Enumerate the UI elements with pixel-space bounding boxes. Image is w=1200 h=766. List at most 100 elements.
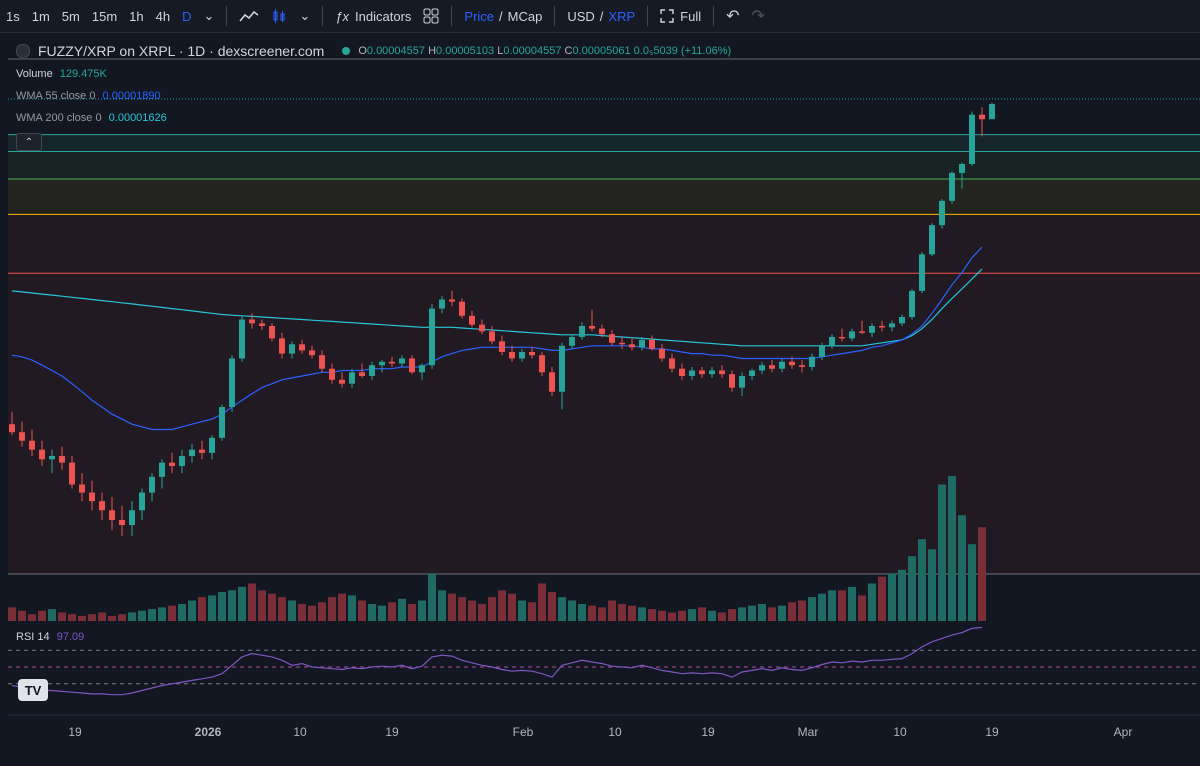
candles-icon[interactable] bbox=[265, 0, 293, 33]
volume-bar bbox=[538, 583, 546, 621]
volume-bar bbox=[738, 607, 746, 621]
collapse-legend-button[interactable]: ⌃ bbox=[16, 133, 42, 151]
volume-bar bbox=[118, 614, 126, 621]
mcap-option[interactable]: MCap bbox=[507, 8, 543, 24]
close-value: 0.00005061 bbox=[572, 45, 631, 57]
tradingview-logo[interactable]: TV bbox=[18, 679, 48, 701]
chart-area[interactable]: 19 2026 10 19 Feb 10 19 Mar 10 19 Apr FUZZY/XRP on… bbox=[0, 33, 1200, 761]
rsi-legend[interactable]: RSI 14 97.09 bbox=[16, 631, 84, 643]
chevron-down-icon[interactable]: ⌄ bbox=[203, 8, 215, 23]
divider bbox=[713, 6, 715, 26]
volume-bar bbox=[228, 590, 236, 621]
line-chart-icon[interactable] bbox=[233, 0, 265, 33]
interval-d[interactable]: D bbox=[182, 8, 192, 24]
volume-bar bbox=[708, 610, 716, 621]
usd-option[interactable]: USD bbox=[567, 8, 595, 24]
candle bbox=[169, 452, 175, 474]
candle bbox=[789, 356, 795, 369]
xrp-option[interactable]: XRP bbox=[608, 8, 636, 24]
interval-1s[interactable]: 1s bbox=[6, 8, 20, 24]
candle bbox=[229, 355, 235, 412]
fx-icon: ƒx bbox=[335, 8, 350, 24]
volume-bar bbox=[548, 592, 556, 621]
volume-bar bbox=[458, 597, 466, 621]
candle bbox=[29, 429, 35, 457]
candle bbox=[859, 320, 865, 335]
volume-bar bbox=[78, 615, 86, 621]
candle bbox=[299, 339, 305, 354]
candle bbox=[679, 363, 685, 380]
volume-bar bbox=[38, 610, 46, 621]
volume-bar bbox=[688, 609, 696, 621]
volume-bar bbox=[908, 556, 916, 621]
candle bbox=[349, 368, 355, 388]
candle bbox=[79, 473, 85, 502]
currency-toggle[interactable]: USD / XRP bbox=[561, 0, 641, 33]
volume-bar bbox=[438, 590, 446, 621]
candle bbox=[529, 347, 535, 359]
legend-title-row: FUZZY/XRP on XRPL · 1D · dexscreener.com… bbox=[16, 43, 731, 59]
candle bbox=[239, 315, 245, 362]
time-axis: 19 2026 10 19 Feb 10 19 Mar 10 19 Apr bbox=[68, 725, 1132, 739]
volume-bar bbox=[338, 593, 346, 621]
interval-5m[interactable]: 5m bbox=[61, 8, 80, 24]
volume-bar bbox=[808, 597, 816, 621]
candle bbox=[779, 358, 785, 373]
candle bbox=[359, 363, 365, 378]
volume-bar bbox=[108, 615, 116, 621]
candle bbox=[549, 366, 555, 396]
indicators-button[interactable]: ƒx Indicators bbox=[329, 0, 417, 33]
interval-1h[interactable]: 1h bbox=[129, 8, 144, 24]
volume-bar bbox=[958, 515, 966, 621]
candle bbox=[439, 296, 445, 314]
candle bbox=[309, 345, 315, 359]
candle bbox=[889, 320, 895, 332]
volume-bar bbox=[978, 527, 986, 621]
volume-legend[interactable]: Volume 129.475K bbox=[16, 68, 107, 80]
volume-bar bbox=[838, 590, 846, 621]
price-option[interactable]: Price bbox=[464, 8, 495, 24]
candle bbox=[819, 342, 825, 361]
chart-canvas[interactable]: 19 2026 10 19 Feb 10 19 Mar 10 19 Apr bbox=[0, 33, 1200, 761]
redo-icon[interactable]: ↷ bbox=[751, 8, 765, 25]
volume-bars bbox=[8, 476, 986, 621]
wma200-legend[interactable]: WMA 200 close 0 0.00001626 bbox=[16, 112, 167, 124]
candle bbox=[159, 459, 165, 489]
volume-bar bbox=[868, 583, 876, 621]
volume-bar bbox=[158, 607, 166, 621]
volume-bar bbox=[238, 586, 246, 621]
candle bbox=[99, 492, 105, 520]
candle bbox=[839, 328, 845, 342]
layout-grid-icon[interactable] bbox=[417, 0, 445, 33]
candle bbox=[809, 353, 815, 371]
interval-4h[interactable]: 4h bbox=[155, 8, 171, 24]
fullscreen-button[interactable]: Full bbox=[654, 0, 707, 33]
time-tick-label: 2026 bbox=[195, 725, 222, 739]
fib-band bbox=[8, 273, 1200, 574]
price-mcap-toggle[interactable]: Price / MCap bbox=[458, 0, 548, 33]
candle bbox=[49, 449, 55, 474]
interval-1m[interactable]: 1m bbox=[31, 8, 50, 24]
time-tick-label: 19 bbox=[385, 725, 399, 739]
chevron-down-icon[interactable]: ⌄ bbox=[299, 8, 311, 23]
interval-15m[interactable]: 15m bbox=[91, 8, 118, 24]
volume-bar bbox=[748, 605, 756, 621]
candle bbox=[599, 324, 605, 337]
volume-bar bbox=[8, 607, 16, 621]
time-tick-label: 10 bbox=[608, 725, 622, 739]
volume-bar bbox=[918, 539, 926, 621]
chevron-up-icon: ⌃ bbox=[24, 136, 34, 148]
rsi-value: 97.09 bbox=[56, 631, 85, 643]
slash-separator: / bbox=[499, 8, 503, 24]
volume-bar bbox=[68, 614, 76, 621]
undo-icon[interactable]: ↶ bbox=[726, 8, 740, 25]
candle bbox=[269, 323, 275, 342]
candle bbox=[19, 421, 25, 447]
volume-bar bbox=[818, 593, 826, 621]
volume-bar bbox=[788, 602, 796, 621]
candle bbox=[849, 328, 855, 342]
volume-bar bbox=[798, 600, 806, 621]
wma55-legend[interactable]: WMA 55 close 0 0.00001890 bbox=[16, 90, 161, 102]
low-value: 0.00004557 bbox=[503, 45, 562, 57]
candle bbox=[179, 449, 185, 474]
